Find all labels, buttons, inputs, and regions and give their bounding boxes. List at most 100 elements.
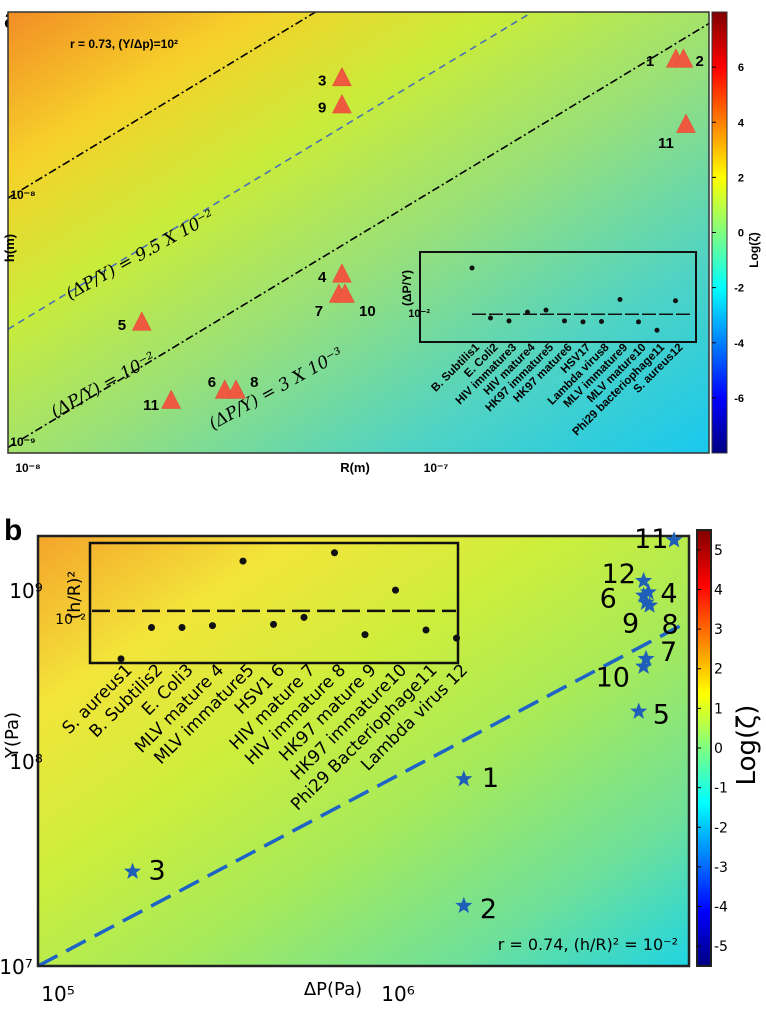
- colorbar-b-tick-9: -4: [714, 900, 728, 916]
- inset-b-point-12: [453, 634, 460, 642]
- star-marker-2: [635, 571, 653, 589]
- triangle-marker-4: [332, 94, 352, 114]
- triangle-label-6: 4: [318, 269, 327, 286]
- star-label-2: 12: [602, 559, 636, 590]
- b-x-label: ΔP(Pa): [304, 979, 362, 1000]
- triangle-marker-5: [676, 113, 696, 133]
- star-label-4: 4: [660, 578, 677, 609]
- star-marker-3: [635, 586, 653, 603]
- inset-a-point-6: [562, 318, 567, 324]
- inset-a-point-7: [580, 319, 586, 325]
- colorbar-b-tick-4: 1: [714, 701, 723, 717]
- a-x-tick-low: 10⁻⁸: [15, 461, 40, 475]
- inset-b-point-5: [239, 557, 247, 565]
- colorbar-b-tick-6: -1: [714, 781, 728, 797]
- inset-a-ylabel: (ΔP/Y): [400, 270, 414, 306]
- inset-b-point-3: [178, 623, 186, 631]
- star-marker-11: [124, 862, 142, 879]
- star-marker-8: [635, 657, 653, 674]
- inset-b-point-4: [209, 622, 216, 630]
- b-x-tick-1e5: 10⁵: [41, 982, 74, 1006]
- b-y-tick-1e8: 10⁸: [9, 750, 42, 774]
- b-x-tick-1e6: 10⁶: [381, 982, 414, 1006]
- colorbar-a-tick-2: 2: [738, 172, 744, 184]
- ratio-line-b: [38, 619, 689, 966]
- star-label-10: 1: [482, 763, 499, 794]
- a-y-label: h(m): [2, 234, 17, 262]
- colorbar-a-tick-1: 4: [738, 117, 745, 129]
- triangle-label-3: 3: [318, 72, 326, 89]
- inset-b-ytick: 10⁻²: [55, 612, 86, 628]
- inset-a-point-9: [617, 297, 623, 303]
- triangle-marker-9: [131, 311, 152, 331]
- triangle-marker-8: [335, 283, 355, 303]
- panel-b-colorbar: 5 4 3 2 1 0 -1 -2 -3 -4 -5 Log(ζ): [696, 529, 762, 967]
- inset-b-frame: [88, 541, 460, 665]
- panel-b-letter: b: [4, 514, 22, 547]
- star-label-11: 3: [149, 856, 166, 887]
- inset-b-point-6: [270, 620, 277, 628]
- a-y-tick-high: 10⁻⁸: [10, 188, 35, 202]
- star-marker-7: [637, 649, 655, 667]
- star-marker-10: [455, 770, 473, 787]
- panel-a-markers: 1 2 3 9 11 4 7 10 5 6 8 11: [118, 48, 704, 414]
- inset-b-ylabel: (h/R)²: [65, 571, 85, 619]
- inset-a-point-11: [654, 327, 660, 333]
- inset-a-frame: [419, 251, 697, 343]
- colorbar-a-tick-3: 0: [738, 228, 744, 240]
- colorbar-a-tick-5: -4: [734, 338, 745, 350]
- inset-a-point-1: [469, 265, 475, 271]
- b-y-tick-1e7: 10⁷: [0, 955, 33, 979]
- colorbar-b-tick-0: 5: [714, 543, 723, 559]
- triangle-label-5: 11: [658, 135, 674, 152]
- colorbar-b-tick-8: -3: [714, 860, 728, 876]
- inset-a-point-8: [599, 319, 604, 325]
- panel-a-background: [8, 12, 709, 453]
- panel-a-frame: [7, 11, 710, 454]
- triangle-label-12: 11: [143, 397, 159, 414]
- triangle-marker-6: [332, 263, 352, 283]
- star-label-9: 5: [653, 700, 670, 731]
- panel-a-ratio-lines: [8, 12, 709, 449]
- a-y-tick-low: 10⁻⁹: [10, 435, 35, 449]
- colorbar-a-tick-0: 6: [738, 62, 744, 74]
- a-x-tick-high: 10⁻⁷: [424, 461, 449, 475]
- colorbar-b-tick-2: 3: [714, 622, 723, 638]
- star-marker-6: [641, 596, 659, 613]
- star-label-3: 6: [600, 584, 617, 615]
- b-y-label: Y(Pa): [2, 712, 23, 759]
- colorbar-a-label: Log(ζ): [747, 232, 761, 268]
- triangle-marker-12: [161, 389, 182, 409]
- panel-b-markers: 11 126 49 87 10 5 1 3 2: [124, 524, 683, 925]
- star-marker-1: [665, 531, 683, 548]
- triangle-label-7: 7: [315, 303, 323, 320]
- inset-a-point-10: [636, 319, 641, 325]
- star-marker-9: [630, 702, 648, 719]
- triangle-marker-11: [226, 379, 246, 399]
- star-label-1: 11: [634, 524, 668, 555]
- colorbar-b-tick-10: -5: [714, 939, 728, 955]
- colorbar-b-tick-7: -2: [714, 820, 728, 836]
- triangle-label-8: 10: [359, 303, 376, 320]
- triangle-label-9: 5: [118, 317, 126, 334]
- inset-b-point-11: [422, 626, 430, 634]
- star-marker-12: [455, 896, 473, 914]
- inset-b-point-7: [300, 613, 308, 621]
- colorbar-b-ticks: 5 4 3 2 1 0 -1 -2 -3 -4 -5: [697, 543, 728, 955]
- colorbar-b-tick-3: 2: [714, 662, 723, 678]
- colorbar-b-label: Log(ζ): [732, 705, 762, 786]
- triangle-marker-2: [673, 48, 694, 68]
- ratio-line-1: [8, 12, 534, 330]
- triangle-label-2: 2: [695, 53, 703, 70]
- panel-b-ratio-line: [38, 619, 689, 966]
- colorbar-b-tick-1: 4: [714, 582, 723, 598]
- inset-a-ytick: 10⁻²: [408, 308, 430, 320]
- triangle-label-1: 1: [646, 53, 654, 70]
- star-marker-5: [637, 593, 655, 610]
- panel-a-title: r = 0.73, (Y/Δp)=10²: [70, 37, 178, 51]
- panel-b-background: [38, 536, 689, 966]
- star-label-6: 8: [662, 609, 679, 640]
